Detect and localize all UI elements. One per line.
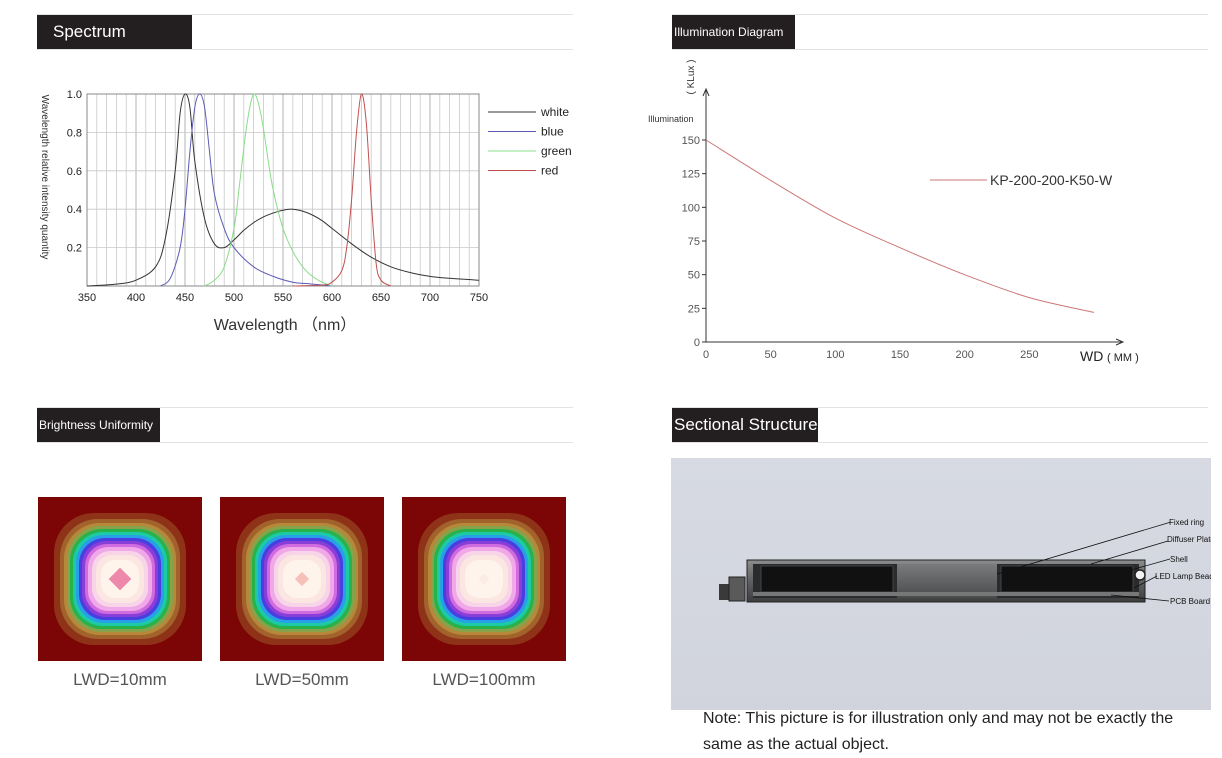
- x-axis-arrow-icon: [1115, 338, 1125, 346]
- illumination-x-unit: ( MM ): [1107, 352, 1139, 364]
- spectrum-header: Spectrum: [37, 14, 573, 50]
- illumination-y-axis-label: Illumination: [648, 114, 694, 124]
- illumination-x-tick-label: 0: [703, 349, 709, 361]
- uniformity-map-100mm: [402, 497, 566, 661]
- uniformity-center: [294, 571, 310, 587]
- uniformity-label-10mm: LWD=10mm: [73, 670, 167, 689]
- uniformity-map-10mm: [38, 497, 202, 661]
- uniformity-label-50mm: LWD=50mm: [255, 670, 349, 689]
- illumination-y-tick-label: 25: [688, 303, 700, 315]
- spectrum-series-green: [204, 93, 333, 287]
- section-title-illumination: Illumination Diagram: [672, 15, 795, 49]
- spectrum-plot-frame: [86, 93, 480, 287]
- label-pcb-board: PCB Board: [1170, 597, 1210, 606]
- spectrum-x-tick-label: 350: [78, 292, 96, 304]
- section-title-spectrum: Spectrum: [37, 15, 192, 49]
- illumination-x-tick-label: 150: [891, 349, 909, 361]
- spectrum-y-tick-label: 0.8: [67, 127, 82, 139]
- lamp-housing: [746, 559, 1146, 603]
- legend-label-white: white: [540, 105, 569, 119]
- structure-header: Sectional Structure: [672, 407, 1208, 443]
- spectrum-series-blue: [160, 93, 333, 287]
- label-diffuser-plate: Diffuser Plate: [1167, 535, 1211, 544]
- illumination-y-unit: ( KLux ): [686, 59, 697, 94]
- illumination-y-tick-label: 75: [688, 236, 700, 248]
- spectrum-y-tick-label: 0.6: [67, 166, 82, 178]
- illumination-header: Illumination Diagram: [672, 14, 1208, 50]
- spectrum-x-tick-label: 700: [421, 292, 439, 304]
- spectrum-series-white: [86, 93, 480, 287]
- uniformity-header: Brightness Uniformity: [37, 407, 573, 443]
- illumination-y-tick-label: 0: [694, 337, 700, 349]
- spectrum-x-tick-label: 750: [470, 292, 488, 304]
- illumination-y-tick-label: 100: [682, 202, 700, 214]
- spectrum-x-tick-label: 450: [176, 292, 194, 304]
- section-title-uniformity: Brightness Uniformity: [37, 408, 160, 442]
- spectrum-y-tick-label: 1.0: [67, 89, 82, 101]
- illumination-chart: 0 25 50 75 100 125 150 0 50 100 150 200 250 KP-200-2…: [648, 59, 1139, 364]
- spectrum-x-tick-label: 600: [323, 292, 341, 304]
- legend-label-blue: blue: [541, 125, 564, 139]
- legend-label-red: red: [541, 164, 558, 178]
- illumination-y-tick-label: 150: [682, 135, 700, 147]
- uniformity-center: [108, 567, 132, 591]
- y-axis-arrow-icon: [702, 87, 710, 97]
- sectional-structure-diagram: Fixed ring Diffuser Plate Shell LED Lamp…: [671, 458, 1211, 710]
- illustration-note: Note: This picture is for illustration o…: [703, 710, 1174, 753]
- illumination-x-tick-label: 250: [1020, 349, 1038, 361]
- spectrum-series-red: [292, 93, 392, 287]
- uniformity-label-100mm: LWD=100mm: [432, 670, 536, 689]
- illumination-x-tick-label: 100: [826, 349, 844, 361]
- illumination-x-tick-label: 50: [765, 349, 777, 361]
- illumination-x-axis-label: WD: [1080, 348, 1103, 364]
- spectrum-x-tick-label: 500: [225, 292, 243, 304]
- section-title-structure: Sectional Structure: [672, 408, 818, 442]
- illumination-x-tick-label: 200: [955, 349, 973, 361]
- uniformity-map-50mm: [220, 497, 384, 661]
- spectrum-chart: 350 400 450 500 550 600 650 700 750 0.2 0.4 0.6 0.8 1…: [39, 89, 572, 334]
- structure-leader-lines: [996, 521, 1172, 602]
- label-fixed-ring: Fixed ring: [1169, 518, 1204, 527]
- spectrum-x-tick-label: 650: [372, 292, 390, 304]
- spectrum-y-tick-label: 0.4: [67, 204, 82, 216]
- spectrum-x-axis-label: Wavelength （nm）: [214, 316, 357, 334]
- spectrum-y-axis-label: Wavelength relative intensity quantity: [39, 95, 50, 260]
- spectrum-x-tick-label: 550: [274, 292, 292, 304]
- spectrum-y-tick-label: 0.2: [67, 243, 82, 255]
- label-shell: Shell: [1170, 555, 1188, 564]
- illumination-series-line: [705, 139, 1095, 313]
- illumination-y-tick-label: 125: [682, 169, 700, 181]
- legend-label-green: green: [541, 144, 572, 158]
- illumination-legend-label: KP-200-200-K50-W: [990, 172, 1113, 188]
- illumination-y-tick-label: 50: [688, 270, 700, 282]
- label-led-lamp-beads: LED Lamp Beads: [1155, 572, 1211, 581]
- spectrum-x-tick-label: 400: [127, 292, 145, 304]
